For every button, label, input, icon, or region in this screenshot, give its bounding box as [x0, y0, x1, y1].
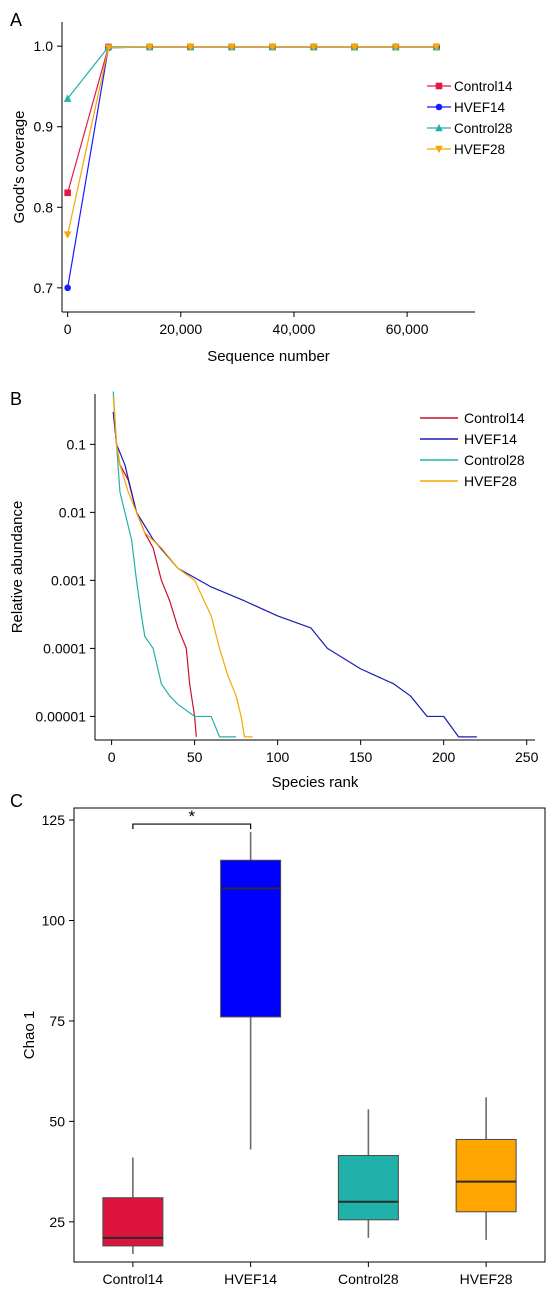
legend-label: HVEF14: [454, 100, 506, 115]
y-axis-label: Chao 1: [21, 1011, 38, 1059]
x-tick-label: Control28: [338, 1271, 399, 1287]
legend-label: HVEF14: [464, 431, 517, 447]
series-line-control28: [112, 391, 237, 738]
series-control14: [64, 43, 440, 197]
data-point: [186, 43, 195, 52]
data-point: [350, 43, 359, 52]
y-tick-label: 100: [42, 912, 66, 928]
plot-frame: [73, 807, 546, 1263]
data-point: [391, 43, 400, 52]
panel-label: C: [10, 791, 23, 811]
y-tick-label: 75: [49, 1013, 65, 1029]
y-tick-label: 0.01: [59, 504, 86, 520]
x-tick-label: 0: [64, 321, 72, 337]
x-tick-label: 40,000: [273, 321, 316, 337]
y-tick-label: 125: [42, 812, 66, 828]
series-hvef14: [64, 43, 440, 292]
box-control28: [337, 1109, 399, 1238]
x-tick-label: HVEF14: [224, 1271, 277, 1287]
x-tick-label: HVEF28: [460, 1271, 513, 1287]
y-tick-label: 0.9: [34, 119, 54, 135]
data-point: [64, 284, 71, 292]
panel-c-chao1-boxplot: C 25 50 75 100 125 Chao 1 Control14 HVEF14 Contro…: [10, 791, 546, 1287]
significance-bracket: [132, 823, 252, 830]
data-point: [64, 189, 71, 197]
x-axis-label: Sequence number: [207, 348, 330, 365]
series-control28: [63, 42, 441, 102]
y-tick-label: 25: [49, 1214, 65, 1230]
series-line: [67, 46, 437, 193]
data-point: [145, 43, 154, 52]
y-tick-label: 0.1: [67, 436, 87, 452]
y-tick-label: 0.00001: [35, 708, 86, 724]
y-axis-label: Good's coverage: [11, 111, 28, 224]
x-tick-label: 150: [349, 749, 373, 765]
data-point: [63, 94, 72, 102]
box-iqr: [220, 859, 282, 1018]
y-tick-label: 0.8: [34, 199, 54, 215]
legend-marker: [435, 123, 443, 132]
x-tick-label: 20,000: [159, 321, 202, 337]
significance-star: *: [188, 807, 195, 826]
data-point: [268, 43, 277, 52]
panel-label: B: [10, 389, 22, 409]
legend-label: Control14: [454, 79, 513, 94]
series-line-hvef14: [112, 411, 477, 738]
series-line-control14: [112, 411, 197, 737]
box-iqr: [337, 1155, 399, 1221]
box-hvef14: [220, 832, 282, 1150]
series-line-hvef28: [112, 396, 253, 738]
data-point: [432, 43, 441, 52]
data-point: [309, 43, 318, 52]
y-tick-label: 0.001: [51, 572, 86, 588]
data-point: [104, 44, 113, 52]
y-tick-label: 50: [49, 1113, 65, 1129]
box-iqr: [455, 1138, 517, 1213]
y-tick-label: 1.0: [34, 38, 54, 54]
x-axis-label: Species rank: [272, 774, 359, 791]
x-tick-label: Control14: [103, 1271, 164, 1287]
y-axis-label: Relative abundance: [9, 501, 26, 634]
y-tick-label: 0.0001: [43, 640, 86, 656]
y-tick-label: 0.7: [34, 280, 54, 296]
legend-marker: [435, 82, 443, 90]
panel-label: A: [10, 10, 22, 30]
panel-b-rank-abundance-chart: B 0 50 100 150 200 250 0.1 0.01 0.001 0.0001 0.0000…: [9, 389, 539, 791]
series-line: [67, 46, 437, 99]
box-control14: [102, 1157, 164, 1254]
series-hvef28: [63, 43, 441, 239]
legend-label: Control28: [454, 121, 513, 136]
series-line: [67, 46, 437, 288]
x-tick-label: 200: [432, 749, 456, 765]
series-line: [67, 46, 437, 235]
box-hvef28: [455, 1097, 517, 1240]
x-tick-label: 250: [515, 749, 539, 765]
legend-label: Control28: [464, 452, 525, 468]
legend-label: Control14: [464, 410, 525, 426]
legend-marker: [435, 103, 443, 111]
x-tick-label: 60,000: [386, 321, 429, 337]
legend-marker: [435, 145, 443, 154]
x-tick-label: 100: [266, 749, 290, 765]
legend-label: HVEF28: [454, 142, 505, 157]
legend-label: HVEF28: [464, 473, 517, 489]
x-tick-label: 50: [187, 749, 203, 765]
panel-a-good-coverage-chart: A 0 20,000 40,000 60,000 0.7 0.8 0.9 1.0 Sequence…: [10, 10, 513, 365]
data-point: [63, 231, 72, 239]
x-tick-label: 0: [108, 749, 116, 765]
data-point: [227, 43, 236, 52]
